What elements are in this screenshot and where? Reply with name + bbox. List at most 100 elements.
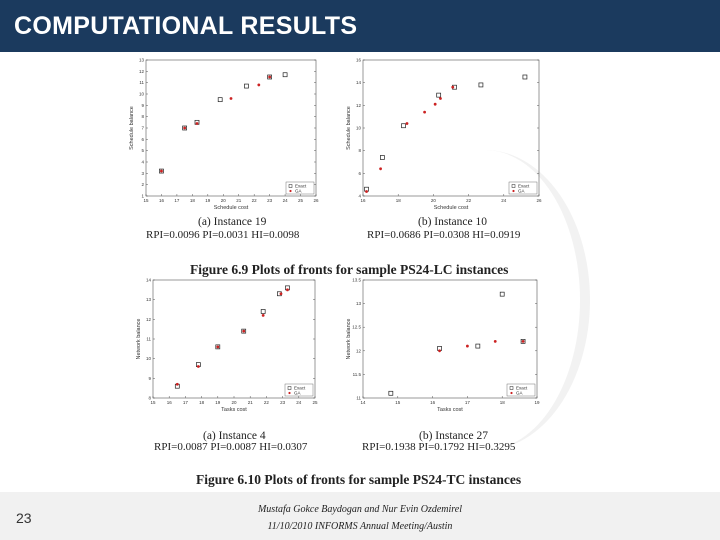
slide-header: COMPUTATIONAL RESULTS [0, 0, 720, 52]
data-point-ga [423, 110, 426, 114]
data-point-exact [380, 155, 385, 160]
y-tick-label: 10 [356, 126, 362, 131]
data-point-ga [521, 339, 525, 343]
x-tick-label: 15 [143, 198, 149, 203]
data-point-ga [160, 169, 163, 173]
plot-frame [362, 59, 540, 197]
y-tick-label: 14 [356, 80, 362, 85]
panel-caption: (b) Instance 27 [419, 430, 488, 442]
data-point-ga [451, 85, 455, 89]
x-tick-label: 16 [430, 400, 436, 405]
data-point-exact [499, 291, 505, 297]
legend-box [285, 181, 315, 195]
data-point-ga [433, 102, 437, 106]
x-tick-label: 18 [500, 400, 506, 405]
data-point-exact [478, 82, 484, 88]
data-point-ga [175, 382, 179, 386]
figure-caption: Figure 6.9 Plots of fronts for sample PS… [190, 262, 509, 277]
x-tick-label: 17 [174, 198, 180, 203]
x-tick-label: 22 [264, 400, 270, 405]
plot-instance-19-svg: 15 16 17 18 19 20 21 22 23 24 25 261234567891011121… [129, 58, 319, 212]
x-axis-label: Tasks cost [221, 407, 247, 413]
y-axis-label: Schedule balance [129, 106, 135, 150]
y-tick-label: 9 [141, 103, 144, 108]
data-point-exact [475, 343, 481, 349]
panel-caption: (a) Instance 4 [203, 430, 266, 442]
x-tick-label: 20 [231, 400, 237, 405]
plot-instance-27-svg: 14 15 16 17 18 19 11 11.5 12 12.5 13 13.5 Tasks cost… [346, 278, 540, 414]
panel-caption: (a) Instance 19 [198, 216, 267, 228]
x-axis-label: Schedule cost [214, 205, 249, 211]
plot-instance-10: 16 18 20 22 24 26 4 6 8 10 12 14 16 Schedule cost Sche… [345, 56, 547, 212]
y-tick-label: 4 [141, 160, 144, 165]
legend-label: GA [518, 189, 525, 194]
plot-frame [152, 279, 316, 399]
legend-marker-ga [512, 189, 515, 193]
plot-instance-10-svg: 16 18 20 22 24 26 4 6 8 10 12 14 16 Schedule cost Sche… [346, 58, 542, 212]
x-tick-label: 23 [267, 198, 273, 203]
y-tick-label: 13 [139, 58, 145, 63]
legend-marker-ga [288, 391, 291, 395]
x-tick-label: 19 [215, 400, 221, 405]
data-point-ga [195, 122, 199, 125]
data-point-ga [216, 345, 220, 349]
y-tick-label: 5 [141, 148, 144, 153]
data-point-ga [279, 292, 283, 296]
x-tick-label: 18 [190, 198, 196, 203]
panel-caption: (b) Instance 10 [418, 216, 487, 228]
data-point-exact [182, 125, 187, 131]
x-tick-label: 20 [431, 198, 437, 203]
y-tick-label: 13 [356, 301, 362, 306]
plot-instance-4-svg: 15 16 17 18 19 20 21 22 23 24 25 8 9 10 11 12 13 14 Tasks … [136, 278, 318, 414]
legend-marker-exact [509, 386, 514, 390]
y-tick-label: 11 [356, 396, 361, 401]
x-tick-label: 24 [501, 198, 507, 203]
legend-label: Exact [294, 386, 306, 391]
x-tick-label: 26 [313, 198, 319, 203]
y-tick-label: 10 [139, 92, 145, 97]
legend-marker-ga [289, 189, 292, 193]
data-point-exact [159, 168, 164, 174]
y-tick-label: 7 [141, 126, 144, 131]
data-point-exact [241, 328, 247, 334]
data-point-ga [466, 344, 469, 348]
x-tick-label: 19 [534, 400, 540, 405]
data-point-exact [244, 83, 249, 89]
x-tick-label: 21 [236, 198, 242, 203]
plot-instance-27: 14 15 16 17 18 19 11 11.5 12 12.5 13 13.5 Tasks cost… [345, 276, 545, 414]
legend-marker-exact [288, 184, 293, 188]
x-tick-label: 22 [252, 198, 258, 203]
x-tick-label: 24 [283, 198, 289, 203]
data-point-ga [365, 190, 368, 193]
y-tick-label: 4 [358, 194, 361, 199]
data-point-ga [405, 122, 409, 125]
legend-label: GA [295, 189, 302, 194]
data-point-exact [520, 339, 526, 344]
panel-metrics: RPI=0.0087 PI=0.0087 HI=0.0307 [154, 441, 308, 453]
x-tick-label: 16 [159, 198, 165, 203]
data-point-ga [439, 97, 442, 100]
y-tick-label: 12 [356, 348, 362, 353]
y-tick-label: 12.5 [352, 325, 361, 330]
y-axis-label: Network balance [346, 319, 352, 360]
data-point-ga [229, 97, 233, 100]
y-tick-label: 2 [141, 182, 144, 187]
data-point-ga [196, 365, 200, 368]
legend-label: Exact [516, 386, 528, 391]
x-tick-label: 16 [360, 198, 366, 203]
x-tick-label: 15 [150, 400, 156, 405]
plot-instance-4: 15 16 17 18 19 20 21 22 23 24 25 8 9 10 11 12 13 14 Tasks … [135, 276, 323, 414]
y-tick-label: 13 [146, 297, 152, 302]
y-tick-label: 16 [356, 58, 362, 63]
slide-title: COMPUTATIONAL RESULTS [14, 12, 358, 40]
y-tick-label: 13.5 [352, 278, 361, 283]
data-point-ga [261, 314, 265, 317]
data-point-ga [438, 349, 441, 353]
legend-marker-exact [511, 184, 516, 188]
x-tick-label: 20 [221, 198, 227, 203]
x-axis-label: Schedule cost [434, 205, 469, 211]
y-tick-label: 10 [146, 356, 152, 361]
x-axis-label: Tasks cost [437, 407, 463, 413]
data-point-ga [183, 126, 187, 130]
plot-instance-19: 15 16 17 18 19 20 21 22 23 24 25 26 1 2 3 4 5 6 7 8 9 10 11 12 1… [128, 56, 324, 212]
